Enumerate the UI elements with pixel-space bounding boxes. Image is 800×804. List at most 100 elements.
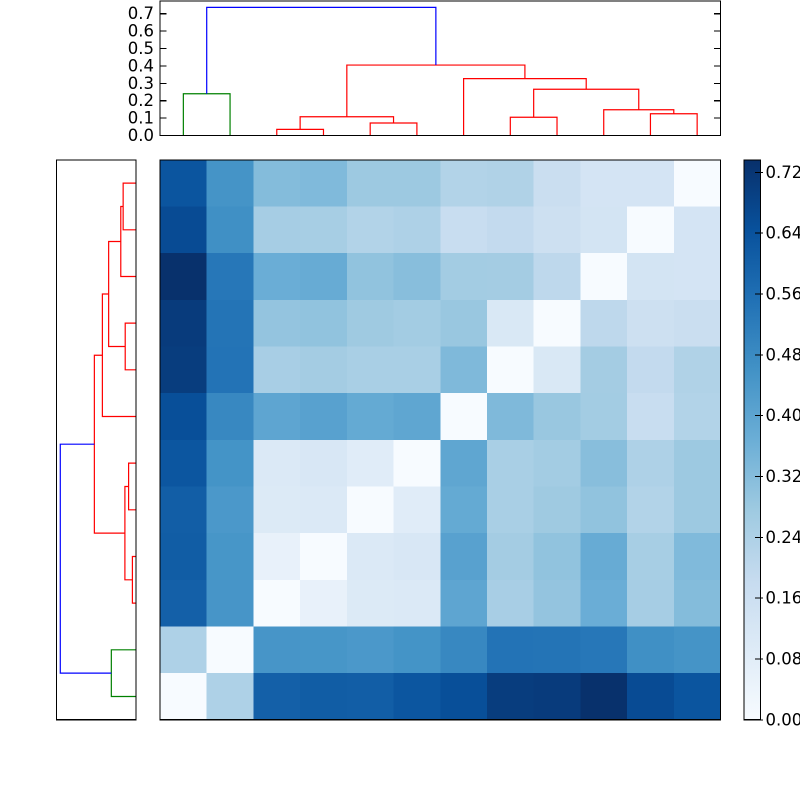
colorbar-tick-label-7: 0.56 [766, 285, 800, 304]
heatmap-cell-r11-c5 [347, 626, 394, 673]
top-dendrogram-link-N9 [464, 79, 587, 136]
heatmap-cell-r8-c6 [394, 486, 441, 533]
heatmap-cell-r1-c2 [207, 160, 254, 207]
heatmap-cell-r2-c11 [627, 206, 674, 253]
colorbar-tick-label-8: 0.64 [766, 224, 800, 243]
heatmap-cell-r3-c4 [300, 253, 347, 300]
top-dendrogram-link-N3 [510, 117, 557, 135]
heatmap-cell-r1-c8 [487, 160, 534, 207]
heatmap-cell-r6-c11 [627, 393, 674, 440]
heatmap-cell-r4-c1 [160, 300, 207, 347]
heatmap-cell-r10-c5 [347, 580, 394, 627]
heatmap-cell-r12-c2 [207, 673, 254, 720]
heatmap-cell-r2-c7 [440, 206, 487, 253]
heatmap-cell-r5-c8 [487, 346, 534, 393]
heatmap-cell-r11-c3 [253, 626, 300, 673]
heatmap-cell-r6-c9 [534, 393, 581, 440]
colorbar-tick-label-0: 0.00 [766, 710, 800, 729]
heatmap-cell-r8-c4 [300, 486, 347, 533]
heatmap-cell-r4-c3 [253, 300, 300, 347]
heatmap-cell-r12-c8 [487, 673, 534, 720]
heatmap-cell-r4-c4 [300, 300, 347, 347]
colorbar-tick-label-2: 0.16 [766, 589, 800, 608]
heatmap-cell-r8-c1 [160, 486, 207, 533]
heatmap-cell-r5-c10 [580, 346, 627, 393]
heatmap-cell-r5-c11 [627, 346, 674, 393]
heatmap-cell-r12-c5 [347, 673, 394, 720]
heatmap-cell-r3-c2 [207, 253, 254, 300]
heatmap-matrix [160, 160, 721, 720]
top-dendrogram-frame [160, 1, 721, 136]
heatmap-cell-r2-c6 [394, 206, 441, 253]
heatmap-cell-r10-c9 [534, 580, 581, 627]
heatmap-cell-r9-c7 [440, 533, 487, 580]
heatmap-cell-r9-c2 [207, 533, 254, 580]
top-dendrogram-link-N2 [370, 123, 417, 136]
left-dendrogram-link-N8 [109, 241, 126, 346]
left-dendrogram-link-N3 [125, 323, 136, 370]
heatmap-cell-r7-c10 [580, 440, 627, 487]
heatmap-cell-r9-c10 [580, 533, 627, 580]
heatmap-cell-r3-c6 [394, 253, 441, 300]
heatmap-cell-r8-c9 [534, 486, 581, 533]
heatmap-cell-r3-c5 [347, 253, 394, 300]
top-dendrogram-ytick-label-2: 0.2 [128, 91, 154, 110]
heatmap-cell-r11-c6 [394, 626, 441, 673]
left-dendrogram-link-N10 [94, 355, 125, 533]
heatmap-cell-r7-c8 [487, 440, 534, 487]
heatmap-cell-r11-c10 [580, 626, 627, 673]
heatmap-cell-r7-c3 [253, 440, 300, 487]
heatmap-cell-r12-c6 [394, 673, 441, 720]
heatmap-cell-r4-c12 [674, 300, 721, 347]
heatmap-cell-r5-c6 [394, 346, 441, 393]
heatmap-cell-r4-c10 [580, 300, 627, 347]
heatmap-cell-r5-c2 [207, 346, 254, 393]
heatmap-cell-r8-c7 [440, 486, 487, 533]
heatmap-cell-r3-c10 [580, 253, 627, 300]
heatmap-cell-r6-c2 [207, 393, 254, 440]
heatmap-cell-r6-c10 [580, 393, 627, 440]
heatmap-cell-r11-c1 [160, 626, 207, 673]
left-dendrogram-link-N2 [129, 463, 136, 510]
heatmap-cell-r2-c1 [160, 206, 207, 253]
heatmap-cell-r1-c4 [300, 160, 347, 207]
heatmap-cell-r9-c3 [253, 533, 300, 580]
heatmap-cell-r10-c11 [627, 580, 674, 627]
heatmap-cell-r12-c11 [627, 673, 674, 720]
colorbar-tick-label-5: 0.40 [766, 406, 800, 425]
heatmap-cell-r7-c5 [347, 440, 394, 487]
heatmap-cell-r4-c8 [487, 300, 534, 347]
heatmap-cell-r11-c8 [487, 626, 534, 673]
heatmap-cell-r10-c3 [253, 580, 300, 627]
colorbar: 0.000.080.160.240.320.400.480.560.640.72 [744, 160, 800, 730]
heatmap-cell-r9-c9 [534, 533, 581, 580]
colorbar-tick-label-1: 0.08 [766, 649, 800, 668]
heatmap-cell-r5-c5 [347, 346, 394, 393]
heatmap-cell-r1-c6 [394, 160, 441, 207]
top-dendrogram-ytick-label-7: 0.7 [128, 4, 154, 23]
heatmap-cell-r10-c12 [674, 580, 721, 627]
top-dendrogram-link-N5 [650, 114, 697, 136]
heatmap-cell-r6-c3 [253, 393, 300, 440]
heatmap-cell-r9-c8 [487, 533, 534, 580]
heatmap-cell-r5-c4 [300, 346, 347, 393]
colorbar-tick-label-4: 0.32 [766, 467, 800, 486]
top-dendrogram-ytick-label-4: 0.4 [128, 56, 154, 75]
heatmap-cell-r2-c4 [300, 206, 347, 253]
heatmap-cell-r3-c11 [627, 253, 674, 300]
top-dendrogram-ytick-label-3: 0.3 [128, 74, 154, 93]
heatmap-cell-r8-c11 [627, 486, 674, 533]
colorbar-tick-label-6: 0.48 [766, 345, 800, 364]
top-dendrogram-ytick-label-0: 0.0 [128, 126, 154, 145]
heatmap-cell-r4-c6 [394, 300, 441, 347]
heatmap-cell-r2-c3 [253, 206, 300, 253]
heatmap-cell-r8-c5 [347, 486, 394, 533]
heatmap-cell-r8-c8 [487, 486, 534, 533]
heatmap-cell-r12-c1 [160, 673, 207, 720]
heatmap-cell-r10-c6 [394, 580, 441, 627]
left-dendrogram-frame [57, 160, 137, 720]
top-dendrogram-ytick-label-1: 0.1 [128, 109, 154, 128]
heatmap-cell-r12-c12 [674, 673, 721, 720]
heatmap-cell-r11-c2 [207, 626, 254, 673]
